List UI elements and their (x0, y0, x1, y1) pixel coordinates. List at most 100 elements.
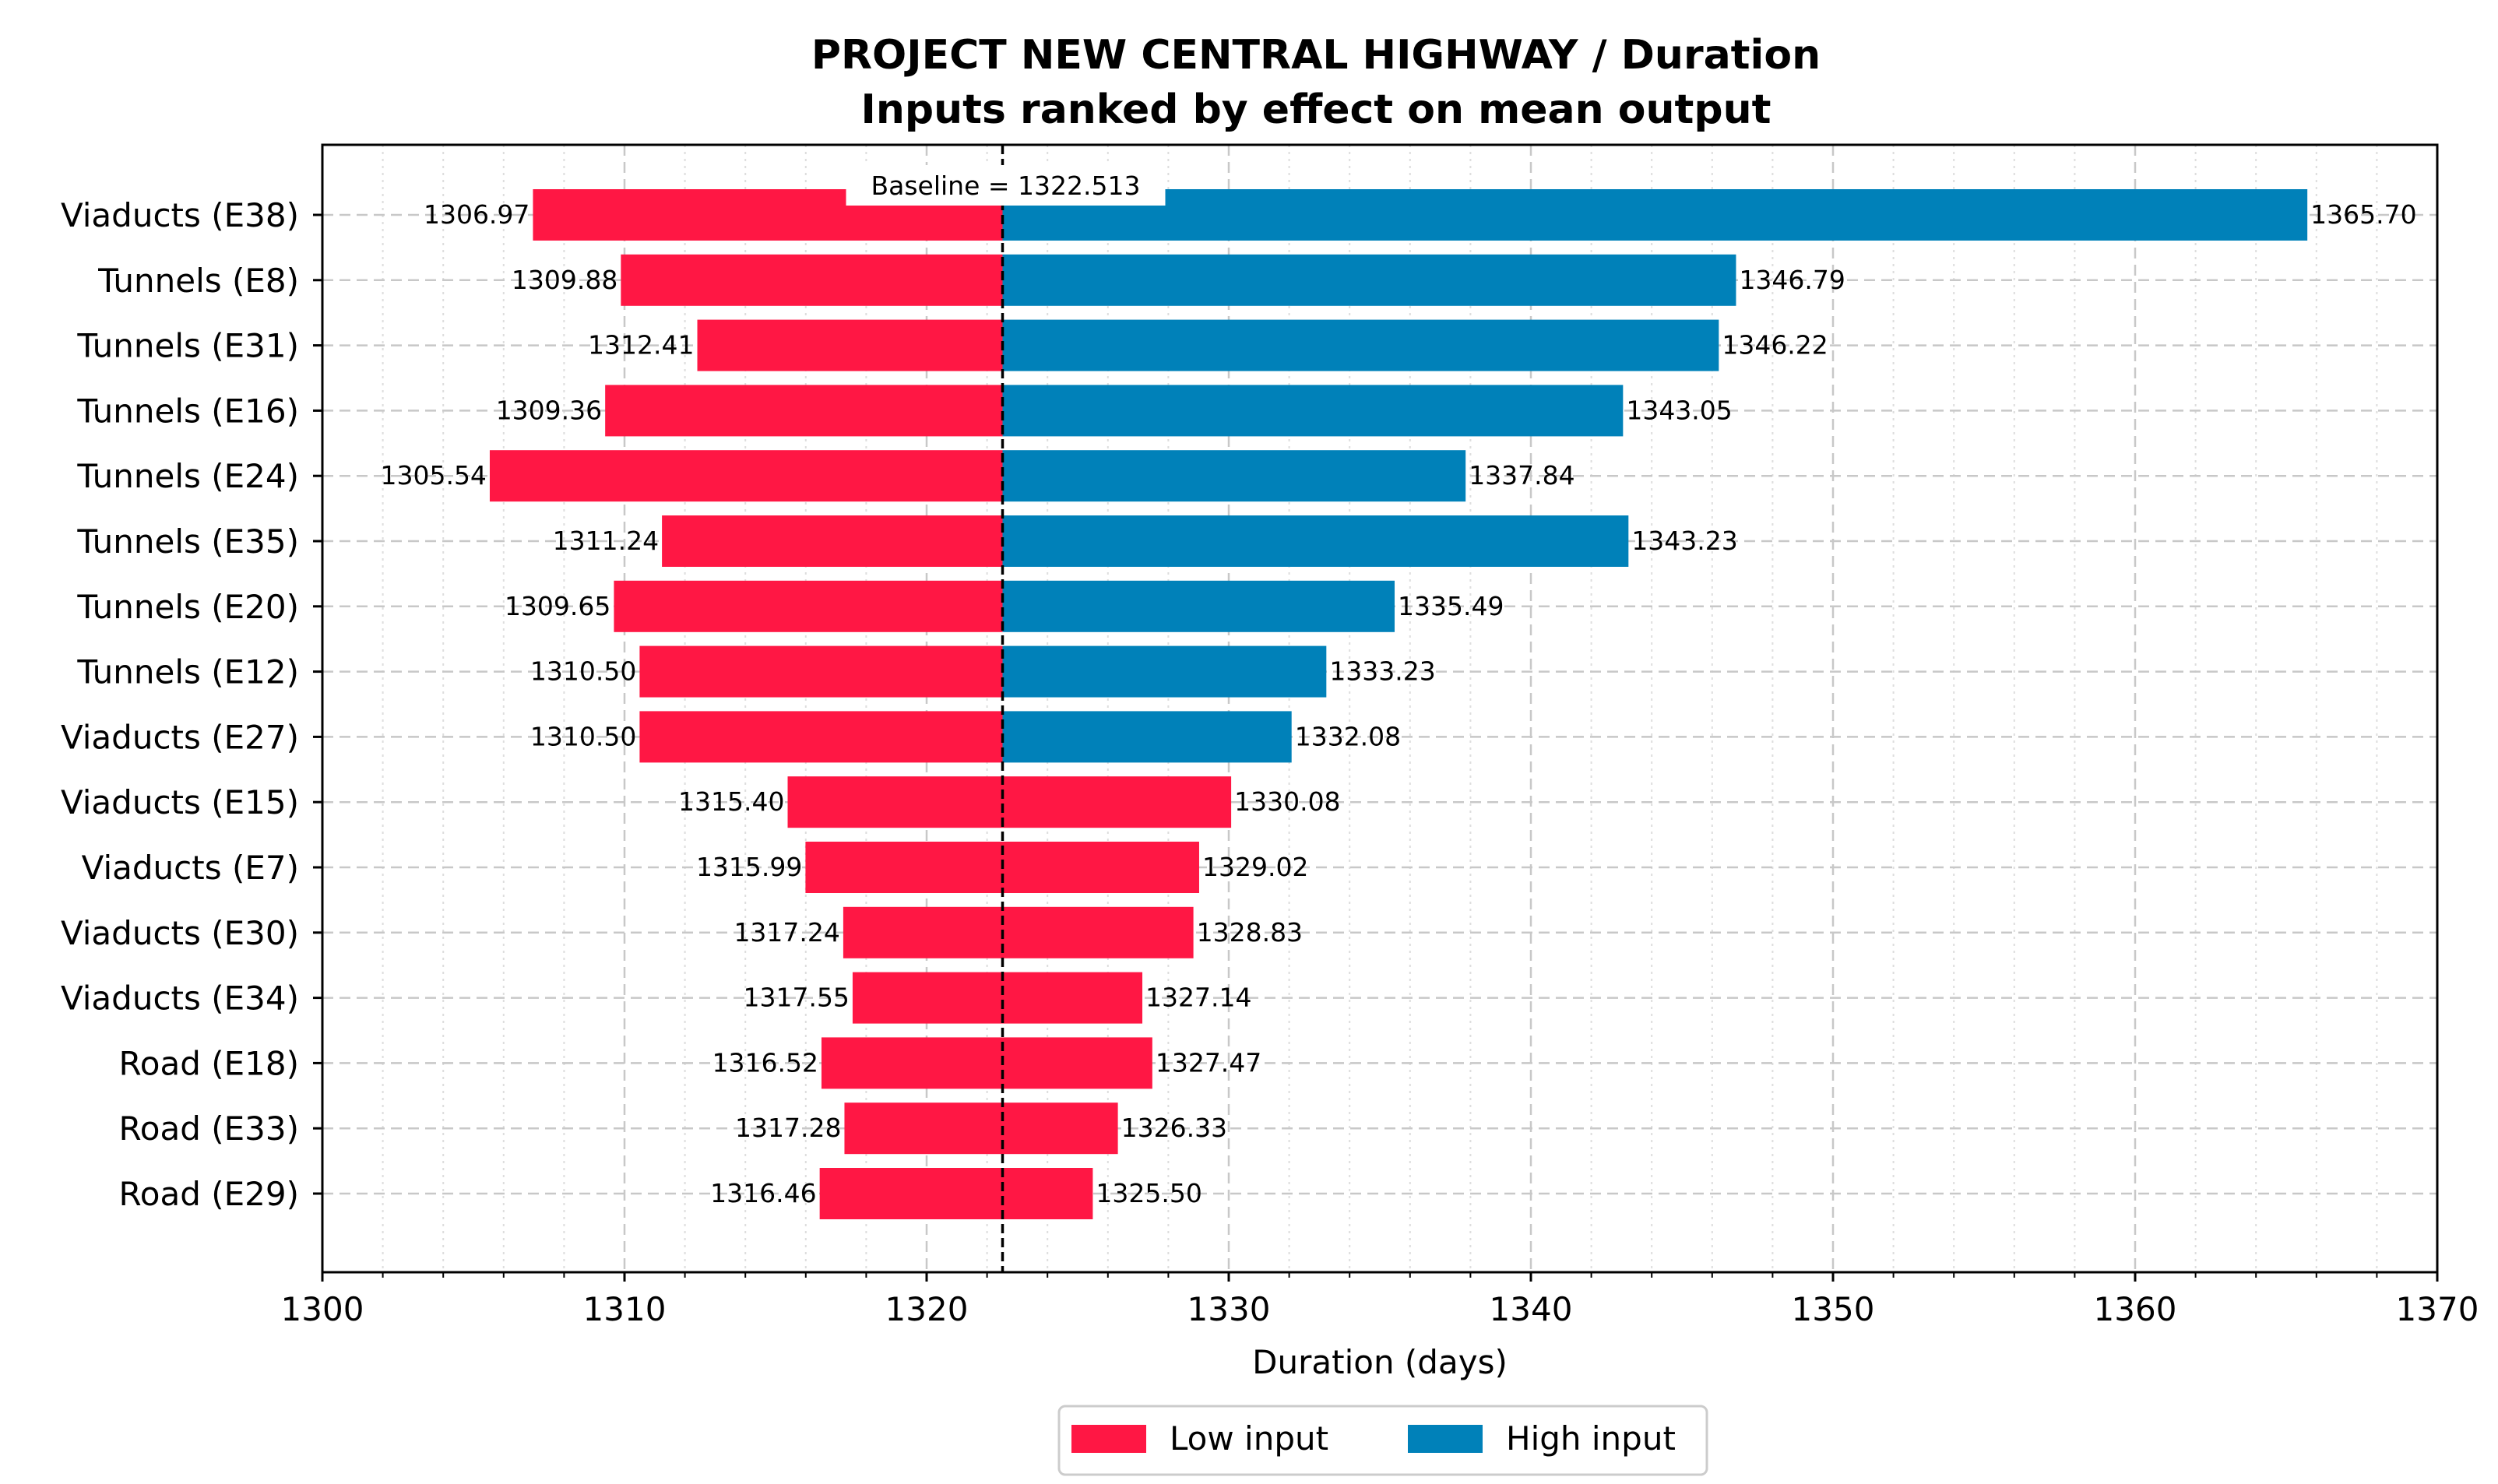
y-tick-label: Viaducts (E34) (61, 979, 299, 1018)
y-tick-label: Tunnels (E8) (97, 262, 299, 300)
bar-high-input (1002, 189, 2308, 241)
y-tick-label: Viaducts (E38) (61, 196, 299, 234)
bar-label-high-input: 1343.23 (1631, 526, 1737, 556)
bar-high-input (1002, 776, 1232, 828)
bar-high-input (1002, 254, 1736, 306)
bar-low-input (821, 1037, 1003, 1089)
bar-label-low-input: 1317.55 (743, 983, 849, 1013)
legend-swatch-low-input (1071, 1425, 1146, 1453)
bar-high-input (1002, 645, 1327, 698)
chart-subtitle: Inputs ranked by effect on mean output (861, 86, 1771, 133)
y-tick-label: Road (E18) (119, 1044, 300, 1082)
x-axis-label: Duration (days) (1252, 1343, 1508, 1381)
bar-high-input (1002, 450, 1466, 502)
bar-label-high-input: 1327.14 (1145, 983, 1251, 1013)
bar-high-input (1002, 515, 1629, 567)
bar-label-high-input: 1346.22 (1722, 330, 1828, 360)
x-tick-label: 1330 (1187, 1290, 1271, 1328)
bar-low-input (819, 1168, 1003, 1219)
bar-high-input (1002, 1037, 1152, 1089)
y-tick-label: Tunnels (E35) (76, 522, 299, 561)
overlay-layer: Baseline = 1322.513 (846, 145, 1166, 1272)
bar-label-high-input: 1327.47 (1156, 1047, 1261, 1078)
bar-label-low-input: 1310.50 (530, 656, 636, 687)
bar-label-low-input: 1310.50 (530, 721, 636, 751)
bar-low-input (621, 254, 1003, 306)
bar-high-input (1002, 906, 1194, 958)
bars-layer: 1306.97 1365.70 1309.88 1346.79 1312.41 1346.… (380, 189, 2417, 1219)
bar-high-input (1002, 1102, 1118, 1155)
y-tick-label: Viaducts (E30) (61, 914, 299, 952)
bar-label-high-input: 1332.08 (1295, 721, 1401, 751)
y-tick-label: Road (E33) (119, 1109, 300, 1148)
chart-title: PROJECT NEW CENTRAL HIGHWAY / Duration (811, 32, 1821, 79)
plot-frame (321, 143, 2439, 1274)
bar-low-input (605, 385, 1003, 437)
bar-label-high-input: 1335.49 (1398, 591, 1504, 621)
bar-label-high-input: 1325.50 (1096, 1178, 1202, 1208)
bar-label-low-input: 1312.41 (588, 330, 694, 360)
bar-low-input (852, 972, 1003, 1024)
bar-label-low-input: 1315.99 (696, 852, 802, 882)
bar-high-input (1002, 842, 1199, 893)
bar-label-high-input: 1365.70 (2310, 199, 2416, 230)
bar-label-low-input: 1316.52 (712, 1047, 818, 1078)
bar-low-input (614, 580, 1003, 632)
bar-low-input (844, 1102, 1003, 1155)
y-tick-label: Tunnels (E16) (76, 392, 299, 430)
legend: Low input High input (1057, 1405, 1708, 1476)
bar-label-low-input: 1309.88 (512, 265, 617, 295)
grid-layer (321, 145, 2439, 1272)
x-tick-label: 1310 (583, 1290, 667, 1328)
y-tick-label: Tunnels (E20) (76, 588, 299, 626)
legend-frame (1057, 1405, 1708, 1476)
axis-layer: 1300 1310 1320 1330 1340 1350 1360 1370 Viaducts… (61, 196, 2479, 1328)
bar-label-low-input: 1309.36 (496, 395, 602, 425)
y-tick-label: Viaducts (E27) (61, 718, 299, 756)
bar-label-high-input: 1346.79 (1739, 265, 1845, 295)
bar-label-high-input: 1328.83 (1197, 917, 1303, 948)
bar-label-low-input: 1317.24 (734, 917, 839, 948)
bar-high-input (1002, 1168, 1093, 1219)
x-tick-label: 1300 (281, 1290, 364, 1328)
baseline-label: Baseline = 1322.513 (871, 171, 1140, 201)
bar-label-high-input: 1337.84 (1469, 460, 1574, 491)
x-tick-label: 1340 (1490, 1290, 1573, 1328)
bar-low-input (697, 319, 1003, 371)
bar-label-high-input: 1333.23 (1329, 656, 1435, 687)
bar-high-input (1002, 972, 1143, 1024)
bar-label-low-input: 1305.54 (380, 460, 486, 491)
bar-high-input (1002, 711, 1292, 763)
bar-high-input (1002, 319, 1719, 371)
x-tick-label: 1320 (885, 1290, 969, 1328)
y-tick-label: Tunnels (E24) (76, 457, 299, 495)
bar-label-low-input: 1306.97 (424, 199, 530, 230)
bar-label-low-input: 1311.24 (553, 526, 659, 556)
legend-label-high-input: High input (1506, 1419, 1676, 1458)
x-tick-label: 1370 (2396, 1290, 2479, 1328)
y-tick-label: Viaducts (E7) (82, 849, 299, 887)
y-tick-label: Viaducts (E15) (61, 783, 299, 821)
bar-low-input (662, 515, 1003, 567)
bar-low-input (489, 450, 1003, 502)
bar-label-high-input: 1343.05 (1626, 395, 1732, 425)
bar-low-input (805, 842, 1003, 893)
bar-label-high-input: 1329.02 (1202, 852, 1308, 882)
bar-low-input (639, 645, 1003, 698)
bar-low-input (787, 776, 1003, 828)
bar-high-input (1002, 385, 1624, 437)
bar-label-low-input: 1309.65 (505, 591, 610, 621)
y-tick-label: Tunnels (E12) (76, 653, 299, 691)
y-tick-label: Road (E29) (119, 1175, 300, 1213)
bar-label-low-input: 1317.28 (735, 1113, 841, 1143)
baseline-label-box (846, 165, 1166, 206)
bar-label-low-input: 1316.46 (710, 1178, 816, 1208)
y-tick-label: Tunnels (E31) (76, 327, 299, 365)
legend-swatch-high-input (1408, 1425, 1483, 1453)
bar-label-high-input: 1326.33 (1121, 1113, 1227, 1143)
bar-low-input (639, 711, 1003, 763)
bar-low-input (843, 906, 1003, 958)
legend-label-low-input: Low input (1170, 1419, 1328, 1458)
x-tick-label: 1360 (2094, 1290, 2177, 1328)
